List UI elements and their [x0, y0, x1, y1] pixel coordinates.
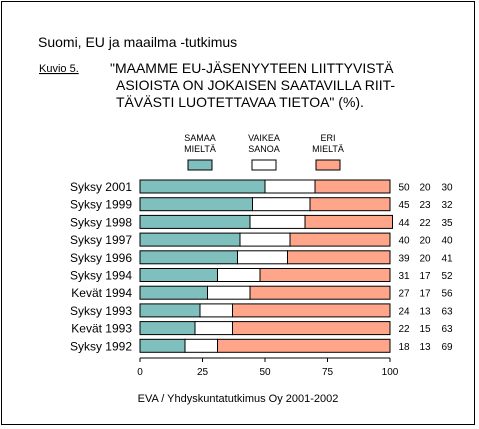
- data-label: 56: [441, 289, 453, 300]
- bar-segment-disagree: [217, 338, 391, 353]
- data-label: 24: [398, 306, 410, 317]
- bar-segment-neutral: [239, 232, 291, 247]
- data-label: 39: [398, 253, 410, 264]
- legend-label: ERI: [320, 133, 335, 143]
- legend-label: MIELTÄ: [184, 144, 216, 154]
- data-label: 31: [398, 271, 410, 282]
- category-label: Syksy 1997: [70, 233, 132, 247]
- data-label: 18: [398, 342, 410, 353]
- bar-segment-agree: [139, 232, 241, 247]
- data-label: 32: [441, 200, 453, 211]
- bar-segment-agree: [139, 179, 266, 194]
- data-label: 63: [441, 324, 453, 335]
- bar-segment-neutral: [207, 285, 251, 300]
- chart-frame: [1, 1, 475, 425]
- heading-line-3: TÄVÄSTI LUOTETTAVAA TIETOA" (%).: [116, 94, 364, 110]
- category-label: Kevät 1994: [71, 286, 132, 300]
- bar-segment-neutral: [194, 321, 233, 336]
- bar-segment-agree: [139, 338, 186, 353]
- bar-segment-neutral: [184, 338, 218, 353]
- data-label: 50: [398, 183, 410, 194]
- category-label: Syksy 2001: [70, 180, 132, 194]
- x-tick-label: 50: [259, 367, 271, 378]
- data-label: 45: [398, 200, 410, 211]
- data-label: 69: [441, 342, 453, 353]
- bar-segment-agree: [139, 268, 218, 282]
- chart-title: Suomi, EU ja maailma -tutkimus: [38, 34, 237, 50]
- data-label: 23: [419, 200, 431, 211]
- heading-line-1: "MAAMME EU-JÄSENYYTEEN LIITTYVISTÄ: [110, 60, 394, 76]
- data-label: 20: [419, 183, 431, 194]
- data-label: 22: [419, 218, 431, 229]
- figure-label: Kuvio 5.: [39, 63, 79, 75]
- data-label: 30: [441, 183, 453, 194]
- category-label: Syksy 1992: [70, 339, 132, 353]
- data-label: 20: [419, 253, 431, 264]
- bar-segment-disagree: [287, 250, 391, 265]
- bar-segment-disagree: [314, 179, 391, 194]
- bar-segment-agree: [139, 250, 238, 265]
- data-label: 13: [419, 342, 431, 353]
- bar-segment-agree: [139, 197, 253, 212]
- x-tick-label: 100: [382, 367, 399, 378]
- bar-segment-disagree: [289, 232, 391, 247]
- bar-segment-neutral: [199, 303, 233, 318]
- category-label: Syksy 1994: [70, 269, 132, 283]
- category-label: Kevät 1993: [71, 322, 132, 336]
- data-label: 27: [398, 289, 410, 300]
- legend-label: VAIKEA: [248, 133, 280, 143]
- data-label: 17: [419, 289, 431, 300]
- data-label: 15: [419, 324, 431, 335]
- data-label: 17: [419, 271, 431, 282]
- category-labels: Syksy 2001 Syksy 1999 Syksy 1998 Syksy 1997…: [70, 180, 132, 353]
- bar-segment-agree: [139, 303, 201, 318]
- data-label: 40: [398, 236, 410, 247]
- bar-segment-disagree: [304, 214, 393, 229]
- x-axis: 0 25 50 75 100: [137, 357, 399, 378]
- bar-segment-agree: [139, 214, 251, 229]
- bar-segment-neutral: [252, 197, 311, 212]
- category-label: Syksy 1999: [70, 198, 132, 212]
- bar-segment-neutral: [237, 250, 288, 265]
- value-labels: 50 20 30 45 23 32 44 22 35 40 20 40 39 20 41 31 17 52 27 17…: [398, 183, 453, 353]
- bar-segment-neutral: [217, 268, 261, 282]
- data-label: 22: [398, 324, 410, 335]
- bar-segment-disagree: [232, 321, 391, 336]
- data-label: 63: [441, 306, 453, 317]
- data-label: 13: [419, 306, 431, 317]
- legend-label: SANOA: [248, 144, 280, 154]
- bar-segment-agree: [139, 321, 196, 336]
- category-label: Syksy 1998: [70, 215, 132, 229]
- data-label: 41: [441, 253, 453, 264]
- heading-line-2: ASIOISTA ON JOKAISEN SAATAVILLA RIIT-: [116, 77, 395, 93]
- bar-segment-disagree: [232, 303, 391, 318]
- data-label: 40: [441, 236, 453, 247]
- legend-swatch-neutral: [251, 159, 277, 171]
- bar-segment-disagree: [249, 285, 391, 300]
- category-label: Syksy 1996: [70, 251, 132, 265]
- source-note: EVA / Yhdyskuntatutkimus Oy 2001-2002: [138, 393, 339, 405]
- category-label: Syksy 1993: [70, 304, 132, 318]
- bar-segment-disagree: [259, 268, 391, 282]
- data-label: 20: [419, 236, 431, 247]
- legend-swatch-agree: [187, 159, 213, 171]
- bar-segment-neutral: [249, 214, 306, 229]
- bar-segment-neutral: [264, 179, 316, 194]
- x-tick-label: 0: [137, 367, 143, 378]
- data-label: 52: [441, 271, 453, 282]
- x-tick-label: 75: [322, 367, 334, 378]
- data-label: 35: [441, 218, 453, 229]
- data-label: 44: [398, 218, 410, 229]
- bar-segment-agree: [139, 285, 208, 300]
- legend-label: SAMAA: [184, 133, 216, 143]
- bar-segment-disagree: [309, 197, 391, 212]
- legend-swatch-disagree: [315, 159, 341, 171]
- legend-label: MIELTÄ: [312, 144, 344, 154]
- bars: [139, 179, 393, 353]
- x-tick-label: 25: [197, 367, 209, 378]
